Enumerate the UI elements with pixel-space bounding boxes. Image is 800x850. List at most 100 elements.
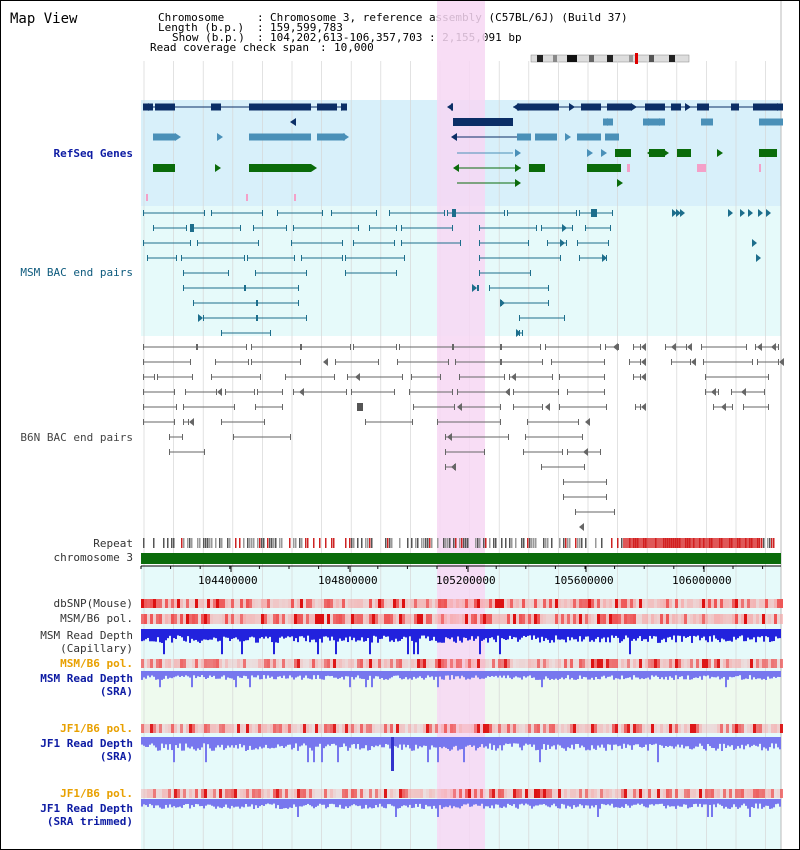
- track-label-jf1-pol-2[interactable]: JF1/B6 pol.: [60, 787, 133, 800]
- snp-density-cell: [396, 599, 399, 608]
- read-depth-bar: [179, 629, 181, 637]
- track-label-refseq[interactable]: RefSeq Genes: [53, 147, 133, 160]
- track-label-chromosome[interactable]: chromosome 3: [53, 551, 133, 564]
- snp-density-cell: [558, 599, 561, 608]
- read-depth-bar: [475, 671, 477, 676]
- snp-density-cell: [576, 599, 579, 608]
- read-depth-bar: [709, 629, 711, 637]
- bac-end-arrow: [447, 433, 452, 441]
- snp-density-cell: [717, 614, 720, 624]
- snp-density-cell: [735, 724, 738, 733]
- track-label-jf1-depth-sra[interactable]: JF1 Read Depth: [40, 737, 133, 750]
- read-depth-bar: [511, 737, 513, 747]
- read-depth-bar: [283, 629, 285, 639]
- snp-density-cell: [162, 599, 165, 608]
- gene-exon: [643, 118, 665, 126]
- snp-density-cell: [387, 659, 390, 668]
- bac-end: [353, 344, 354, 350]
- track-label-msm-bac[interactable]: MSM BAC end pairs: [20, 266, 133, 279]
- read-depth-bar: [749, 671, 751, 676]
- snp-density-cell: [288, 724, 291, 733]
- read-depth-bar: [569, 799, 571, 807]
- read-depth-bar: [711, 799, 713, 817]
- snp-density-cell: [654, 599, 657, 608]
- read-depth-bar: [471, 737, 473, 747]
- bac-end: [732, 404, 733, 410]
- read-depth-bar: [165, 671, 167, 676]
- snp-density-cell: [438, 659, 441, 668]
- snp-density-cell: [516, 599, 519, 608]
- bac-end-arrow: [355, 373, 360, 381]
- snp-density-cell: [339, 789, 342, 798]
- track-label-jf1-depth-trim[interactable]: JF1 Read Depth: [40, 802, 133, 815]
- snp-density-cell: [219, 724, 222, 733]
- bac-end: [604, 374, 605, 380]
- read-depth-bar: [483, 737, 485, 748]
- snp-density-cell: [762, 789, 765, 798]
- read-depth-bar: [145, 799, 147, 806]
- read-depth-bar: [561, 671, 563, 678]
- read-depth-bar: [753, 799, 755, 809]
- chromosome-bar: [141, 553, 781, 564]
- track-label-msm-depth-sra[interactable]: MSM Read Depth: [40, 672, 133, 685]
- read-depth-bar: [401, 629, 403, 639]
- snp-density-cell: [615, 614, 618, 624]
- snp-density-cell: [678, 659, 681, 668]
- track-label-b6n-bac[interactable]: B6N BAC end pairs: [20, 431, 133, 444]
- track-label-repeat[interactable]: Repeat: [93, 537, 133, 550]
- read-depth-bar: [323, 629, 325, 637]
- track-label-msm-pol-1[interactable]: MSM/B6 pol.: [60, 612, 133, 625]
- snp-density-cell: [669, 724, 672, 733]
- read-depth-bar: [217, 629, 219, 642]
- track-label-msm-pol-2[interactable]: MSM/B6 pol.: [60, 657, 133, 670]
- bac-end: [143, 344, 144, 350]
- read-depth-bar: [381, 671, 383, 678]
- repeat-mark: [509, 538, 511, 548]
- read-depth-bar: [493, 629, 495, 640]
- read-depth-bar: [493, 799, 495, 809]
- read-depth-bar: [609, 629, 611, 643]
- snp-density-cell: [465, 724, 468, 733]
- read-depth-bar: [623, 629, 625, 640]
- snp-density-cell: [429, 789, 432, 798]
- read-depth-bar: [211, 799, 213, 806]
- snp-density-cell: [642, 599, 645, 608]
- read-depth-bar: [705, 671, 707, 677]
- snp-density-cell: [444, 789, 447, 798]
- read-depth-bar: [457, 629, 459, 637]
- read-depth-bar: [351, 629, 353, 641]
- read-depth-bar: [773, 671, 775, 677]
- read-depth-bar: [231, 629, 233, 639]
- read-depth-bar: [767, 737, 769, 751]
- snp-density-cell: [663, 724, 666, 733]
- track-label-msm-depth-capillary[interactable]: MSM Read Depth: [40, 629, 133, 642]
- snp-density-cell: [426, 724, 429, 733]
- snp-density-cell: [213, 789, 216, 798]
- read-depth-bar: [409, 671, 411, 679]
- track-label-jf1-pol-1[interactable]: JF1/B6 pol.: [60, 722, 133, 735]
- read-depth-bar: [409, 629, 411, 637]
- repeat-mark: [495, 538, 497, 548]
- snp-density-cell: [732, 659, 735, 668]
- read-depth-bar: [509, 799, 511, 805]
- header-chromosome-key: Chromosome: [158, 11, 225, 24]
- read-depth-bar: [567, 737, 569, 748]
- snp-density-cell: [588, 599, 591, 608]
- snp-density-cell: [642, 724, 645, 733]
- snp-density-cell: [696, 614, 699, 624]
- snp-density-cell: [744, 659, 747, 668]
- read-depth-bar: [555, 671, 557, 679]
- snp-density-cell: [708, 724, 711, 733]
- snp-density-cell: [495, 614, 498, 624]
- read-depth-bar: [379, 737, 381, 745]
- read-depth-bar: [417, 629, 419, 655]
- repeat-mark: [263, 538, 265, 548]
- gene-strand-arrow: [217, 133, 223, 141]
- track-label-dbsnp[interactable]: dbSNP(Mouse): [53, 597, 133, 610]
- read-depth-bar: [357, 671, 359, 676]
- snp-density-cell: [735, 614, 738, 624]
- snp-density-cell: [510, 614, 513, 624]
- read-depth-bar: [641, 737, 643, 748]
- read-depth-bar: [457, 737, 459, 751]
